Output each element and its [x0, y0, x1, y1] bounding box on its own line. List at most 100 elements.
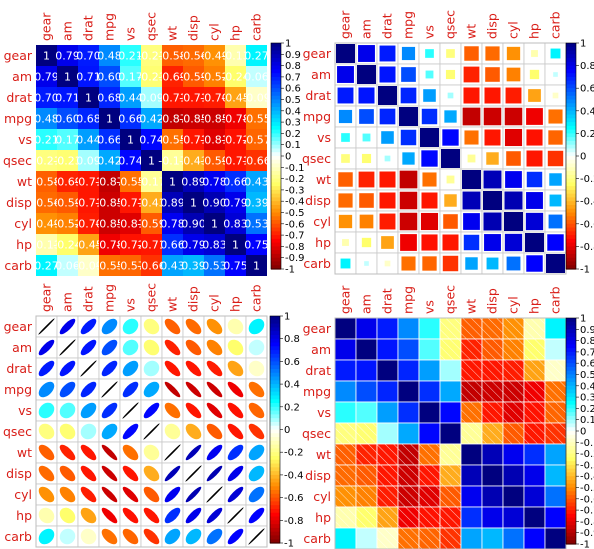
cell-hp-cyl — [504, 233, 523, 252]
colorbar-tick-label: 0.9 — [285, 50, 301, 61]
cell-wt-disp — [481, 443, 504, 466]
cell-qsec-qsec — [143, 423, 160, 440]
cell-wt-gear — [338, 172, 353, 187]
cell-am-qsec-value: -0.23 — [137, 71, 165, 84]
cell-disp-mpg — [101, 465, 118, 482]
cell-hp-drat — [80, 507, 97, 524]
cell-qsec-carb-value: -0.66 — [242, 155, 270, 168]
cell-hp-qsec-value: -0.71 — [137, 239, 165, 252]
cell-cyl-disp — [483, 212, 502, 231]
colorbar-tick-label: -1 — [285, 265, 295, 276]
cell-disp-hp — [526, 192, 543, 209]
cell-vs-drat — [381, 131, 394, 144]
cell-vs-cyl-hatch — [503, 402, 524, 423]
colorbar-tick-label: 0.3 — [580, 393, 594, 404]
cell-mpg-hp — [526, 108, 543, 125]
cell-drat-cyl-hatch — [503, 360, 524, 381]
colorbar-segment — [566, 99, 576, 104]
cell-drat-gear — [36, 87, 57, 108]
colorbar-segment — [566, 69, 576, 74]
cell-gear-disp-hatch — [482, 318, 503, 339]
cell-mpg-mpg — [99, 108, 120, 129]
cell-hp-drat — [78, 234, 99, 255]
cell-cyl-vs-value: -0.81 — [116, 218, 144, 231]
colorbar-segment — [271, 91, 281, 97]
cell-gear-carb — [246, 45, 267, 66]
cell-wt-carb — [544, 443, 567, 466]
cell-drat-cyl — [204, 87, 225, 108]
row-label-mpg: mpg — [4, 111, 32, 126]
cell-qsec-carb-hatch — [545, 423, 566, 444]
cell-qsec-qsec — [141, 150, 162, 171]
cell-qsec-disp-hatch — [482, 423, 503, 444]
cell-qsec-vs — [421, 150, 438, 167]
cell-wt-drat-value: -0.71 — [74, 176, 102, 189]
cell-vs-vs — [122, 402, 139, 419]
colorbar-tick-label: 0.1 — [580, 415, 594, 426]
cell-wt-drat — [78, 171, 99, 192]
cell-gear-am — [57, 45, 78, 66]
cell-hp-cyl — [204, 234, 225, 255]
cell-cyl-vs — [120, 213, 141, 234]
cell-hp-hp-value: 1 — [232, 239, 239, 252]
cell-disp-am — [57, 192, 78, 213]
cell-cyl-gear — [38, 486, 55, 503]
cell-disp-mpg-value: -0.85 — [95, 197, 123, 210]
colorbar-segment — [271, 220, 281, 225]
colorbar-segment — [566, 517, 576, 522]
colorbar-segment — [270, 372, 280, 378]
cell-disp-carb — [549, 194, 562, 207]
cell-drat-gear — [334, 359, 357, 382]
colorbar-segment — [270, 467, 280, 472]
cell-am-cyl — [506, 67, 521, 82]
cell-qsec-disp — [486, 152, 499, 165]
cell-cyl-disp-value: 0.90 — [181, 218, 206, 231]
colorbar-segment — [270, 387, 280, 393]
column-label-hp: hp — [228, 25, 243, 41]
cell-cyl-gear — [338, 214, 353, 229]
cell-hp-am — [57, 234, 78, 255]
cell-qsec-vs — [418, 422, 441, 445]
cell-mpg-gear-value: 0.48 — [34, 113, 59, 126]
cell-gear-cyl — [506, 46, 521, 61]
colorbar-segment — [270, 516, 280, 521]
cell-vs-disp-value: -0.71 — [179, 134, 207, 147]
cell-hp-gear — [342, 239, 349, 246]
colorbar-segment — [566, 204, 576, 210]
cell-hp-hp — [227, 507, 244, 524]
colorbar-tick-label: 0.4 — [580, 381, 594, 392]
cell-vs-hp — [526, 129, 543, 146]
cell-qsec-drat — [384, 155, 391, 162]
cell-cyl-carb — [548, 214, 563, 229]
colorbar-segment — [271, 246, 281, 251]
colorbar-tick-label: 0.2 — [580, 404, 594, 415]
cell-cyl-disp — [183, 213, 204, 234]
cell-cyl-mpg — [399, 212, 418, 231]
colorbar-segment — [271, 107, 281, 112]
cell-hp-qsec-hatch — [440, 507, 461, 528]
cell-cyl-hp — [227, 486, 244, 503]
panel-color-hatched-heatmap: gear am drat mpg vs qsec wt disp cyl hp carbgearam… — [302, 285, 594, 549]
colorbar-segment — [270, 346, 280, 351]
colorbar-segment — [566, 385, 576, 391]
cell-vs-mpg — [99, 129, 120, 150]
cell-cyl-mpg — [101, 486, 118, 503]
cell-mpg-carb — [548, 109, 563, 124]
colorbar-segment — [566, 261, 576, 266]
cell-hp-mpg — [99, 234, 120, 255]
cell-carb-wt — [460, 527, 483, 549]
colorbar-tick-label: 0.2 — [284, 402, 300, 413]
cell-qsec-wt-value: -0.17 — [158, 155, 186, 168]
cell-carb-cyl — [506, 256, 521, 271]
cell-vs-mpg-value: 0.66 — [97, 134, 122, 147]
cell-qsec-wt — [162, 150, 183, 171]
cell-am-mpg-value: 0.60 — [97, 71, 122, 84]
colorbar-segment — [271, 46, 281, 52]
cell-cyl-drat — [379, 213, 396, 230]
cell-disp-qsec — [141, 192, 162, 213]
colorbar-segment — [566, 461, 576, 466]
colorbar-segment — [271, 201, 281, 206]
cell-qsec-cyl — [206, 423, 223, 440]
colorbar-tick-label: 0 — [285, 152, 291, 163]
cell-drat-gear — [38, 360, 55, 377]
